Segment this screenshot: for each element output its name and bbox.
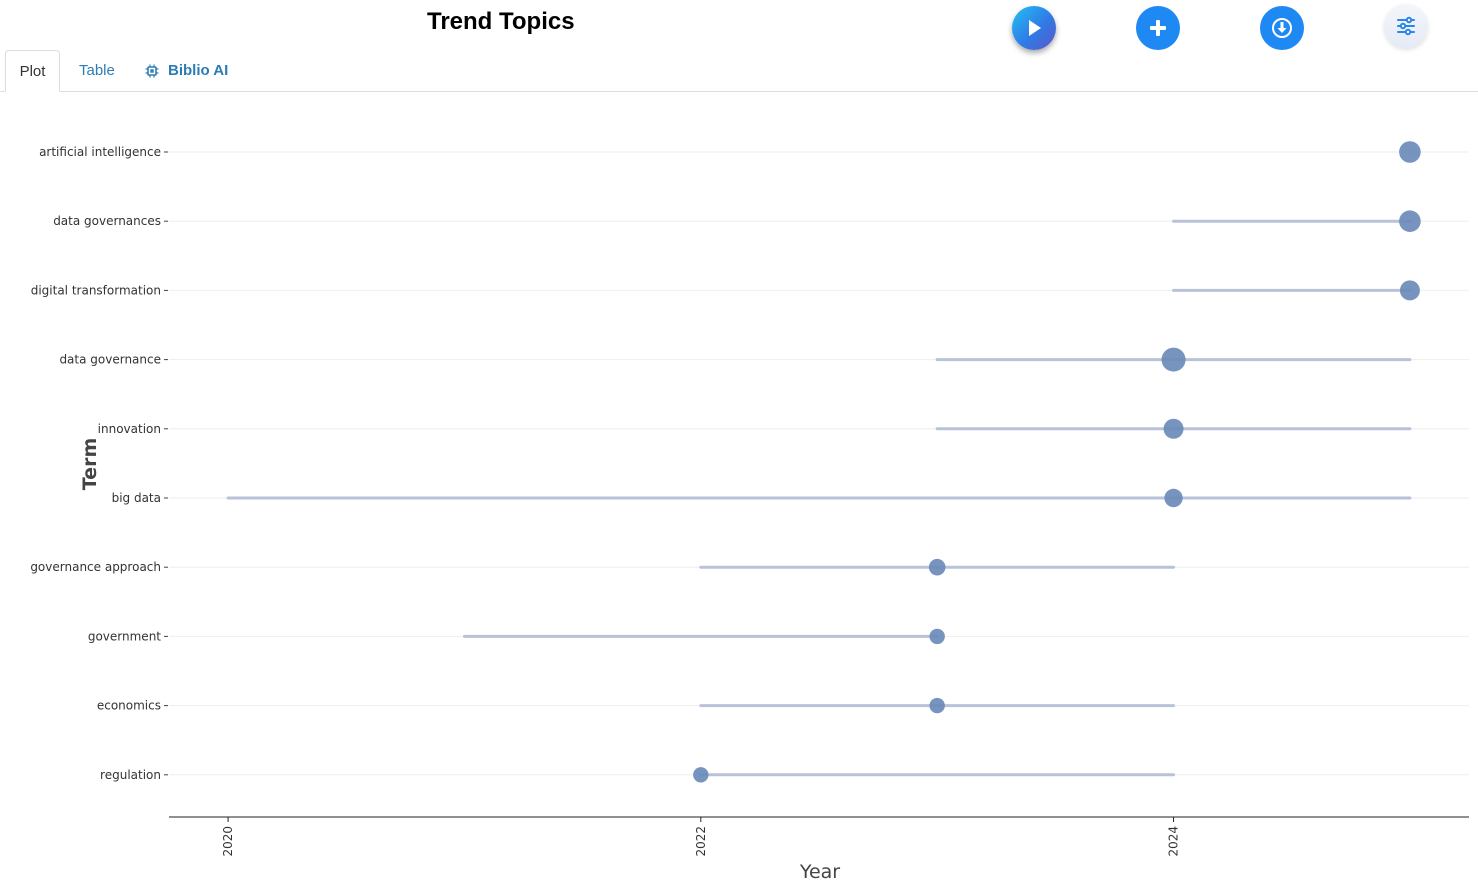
plus-icon — [1150, 20, 1166, 36]
y-tick-label: governance approach — [30, 560, 161, 574]
y-tick-label: artificial intelligence — [39, 145, 161, 159]
range-lines — [226, 150, 1412, 777]
term-median-point[interactable] — [1399, 280, 1420, 301]
term-median-point[interactable] — [693, 767, 709, 783]
y-tick-label: data governance — [59, 353, 161, 367]
chip-icon — [145, 64, 159, 78]
x-tick-label: 2024 — [1167, 826, 1181, 857]
term-median-point[interactable] — [1161, 347, 1186, 372]
term-median-point[interactable] — [1399, 141, 1421, 163]
x-tick-label: 2022 — [694, 826, 708, 857]
y-tick-label: innovation — [98, 422, 161, 436]
add-button[interactable] — [1136, 6, 1180, 50]
x-axis: 2020 2022 2024 — [169, 816, 1469, 857]
tab-bar: Plot Table Biblio AI — [0, 50, 1478, 92]
y-tick-label: economics — [97, 699, 161, 713]
sliders-icon — [1397, 16, 1415, 36]
term-median-point[interactable] — [929, 628, 945, 645]
median-points — [693, 141, 1421, 783]
page-title: Trend Topics — [427, 8, 575, 35]
x-axis-title: Year — [799, 861, 840, 883]
term-median-point[interactable] — [1399, 210, 1421, 232]
tab-biblio-ai[interactable]: Biblio AI — [145, 50, 228, 92]
y-tick-label: digital transformation — [31, 283, 161, 297]
y-tick-label: government — [88, 629, 161, 643]
term-median-point[interactable] — [1164, 488, 1183, 508]
y-tick-label: big data — [112, 491, 161, 505]
term-median-point[interactable] — [929, 697, 945, 714]
grid-layer — [169, 151, 1469, 776]
tab-plot[interactable]: Plot — [5, 50, 60, 92]
download-icon — [1272, 18, 1292, 38]
tab-table[interactable]: Table — [79, 62, 115, 79]
y-tick-label: data governances — [53, 214, 161, 228]
y-tick-label: regulation — [100, 768, 161, 782]
x-tick-label: 2020 — [221, 826, 235, 857]
trend-topics-chart: artificial intelligence data governances d… — [30, 141, 1469, 883]
play-icon — [1029, 20, 1041, 36]
tab-biblio-ai-label: Biblio AI — [168, 62, 229, 79]
y-axis-title: Term — [79, 438, 101, 491]
download-button[interactable] — [1260, 6, 1304, 50]
term-median-point[interactable] — [928, 558, 946, 576]
play-button[interactable] — [1012, 6, 1056, 50]
settings-button[interactable] — [1384, 4, 1428, 48]
y-tick-labels: artificial intelligence data governances d… — [30, 145, 168, 782]
term-median-point[interactable] — [1163, 418, 1184, 439]
